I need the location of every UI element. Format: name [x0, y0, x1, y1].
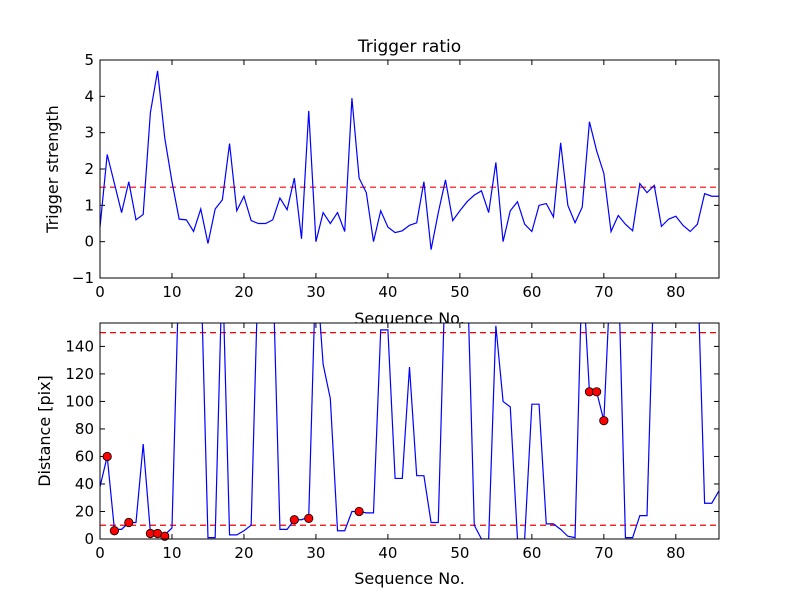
x-tick-label: 30 — [306, 544, 325, 562]
x-tick: 40 — [378, 60, 397, 301]
y-tick: 4 — [84, 87, 719, 105]
trigger-ratio-axes: Trigger ratio 0 10 20 30 40 50 60 70 80 −1012345… — [43, 37, 720, 328]
axes-frame — [99, 59, 720, 279]
x-tick-label: 10 — [162, 283, 181, 301]
y-tick-label: 60 — [75, 447, 94, 465]
y-tick-label: 4 — [84, 87, 94, 105]
y-tick-label: −1 — [72, 269, 94, 287]
x-tick: 20 — [234, 60, 254, 301]
x-tick-label: 0 — [95, 544, 105, 562]
marker-point — [599, 416, 609, 426]
x-tick-label: 0 — [95, 283, 105, 301]
x-tick-label: 20 — [234, 283, 253, 301]
x-tick: 60 — [522, 60, 541, 301]
marker-point — [160, 531, 170, 541]
x-tick: 50 — [450, 323, 469, 562]
series-lines — [100, 70, 719, 250]
y-tick: 100 — [65, 392, 719, 410]
x-tick: 60 — [522, 323, 541, 562]
y-tick-label: 140 — [65, 337, 94, 355]
y-tick: 20 — [75, 502, 719, 520]
x-tick-label: 80 — [666, 544, 685, 562]
x-tick-label: 20 — [234, 544, 253, 562]
x-tick-label: 40 — [378, 544, 397, 562]
x-tick-label: 40 — [378, 283, 397, 301]
y-axis-label: Trigger strength — [43, 105, 62, 234]
chart-title: Trigger ratio — [357, 37, 461, 57]
marker-point — [592, 387, 602, 397]
x-tick: 80 — [666, 60, 685, 301]
y-tick-label: 5 — [84, 51, 94, 69]
x-tick: 40 — [378, 323, 397, 562]
x-tick: 10 — [162, 323, 182, 562]
x-tick: 50 — [450, 60, 469, 301]
y-tick-label: 120 — [65, 365, 94, 383]
marker-point — [289, 515, 299, 525]
x-tick-label: 70 — [594, 544, 613, 562]
x-tick: 20 — [234, 323, 254, 562]
x-tick-label: 80 — [666, 283, 685, 301]
x-tick: 80 — [666, 323, 685, 562]
y-tick-label: 0 — [84, 530, 94, 548]
y-tick-label: 3 — [84, 124, 94, 142]
axes-frame — [99, 322, 720, 540]
y-tick-label: 80 — [75, 420, 94, 438]
x-tick-label: 50 — [450, 283, 469, 301]
x-tick: 30 — [306, 60, 325, 301]
y-tick-label: 20 — [75, 502, 94, 520]
x-axis-ticks: 0 10 20 30 40 50 60 70 80 — [95, 323, 685, 562]
x-tick: 10 — [162, 60, 182, 301]
y-axis-ticks: −1 0 1 2 3 4 5 — [72, 51, 719, 287]
y-tick-label: 100 — [65, 392, 94, 410]
marker-point — [109, 526, 119, 536]
marker-point — [124, 517, 134, 528]
y-tick: 80 — [75, 420, 719, 438]
x-tick-label: 10 — [162, 544, 181, 562]
distance-axes: 0 10 20 30 40 50 60 70 80 0 20 40 60 80 100 120 140 Seq… — [35, 322, 720, 588]
marker-point — [304, 513, 314, 523]
x-tick: 70 — [594, 60, 613, 301]
y-tick-label: 0 — [84, 233, 94, 251]
y-tick: 3 — [84, 124, 719, 142]
y-tick: 2 — [84, 160, 719, 178]
y-axis-label: Distance [pix] — [35, 375, 54, 487]
y-axis-ticks: 0 20 40 60 80 100 120 140 — [65, 337, 719, 548]
y-tick-label: 1 — [84, 196, 94, 214]
marker-points — [102, 387, 609, 541]
x-tick-label: 60 — [522, 283, 541, 301]
marker-point — [354, 506, 364, 517]
y-tick-label: 40 — [75, 475, 94, 493]
x-tick-label: 50 — [450, 544, 469, 562]
y-tick: 0 — [84, 233, 719, 251]
series-line — [100, 323, 719, 539]
marker-point — [102, 451, 112, 462]
x-tick-label: 30 — [306, 283, 325, 301]
x-axis-ticks: 0 10 20 30 40 50 60 70 80 — [95, 60, 685, 301]
x-tick-label: 60 — [522, 544, 541, 562]
x-tick-label: 70 — [594, 283, 613, 301]
series-line — [100, 70, 719, 250]
y-tick-label: 2 — [84, 160, 94, 178]
y-tick: 120 — [65, 365, 719, 383]
x-tick: 30 — [306, 323, 325, 562]
x-tick: 70 — [594, 323, 613, 562]
y-tick: 140 — [65, 337, 719, 355]
x-axis-label: Sequence No. — [354, 569, 465, 588]
series-lines — [100, 323, 719, 539]
